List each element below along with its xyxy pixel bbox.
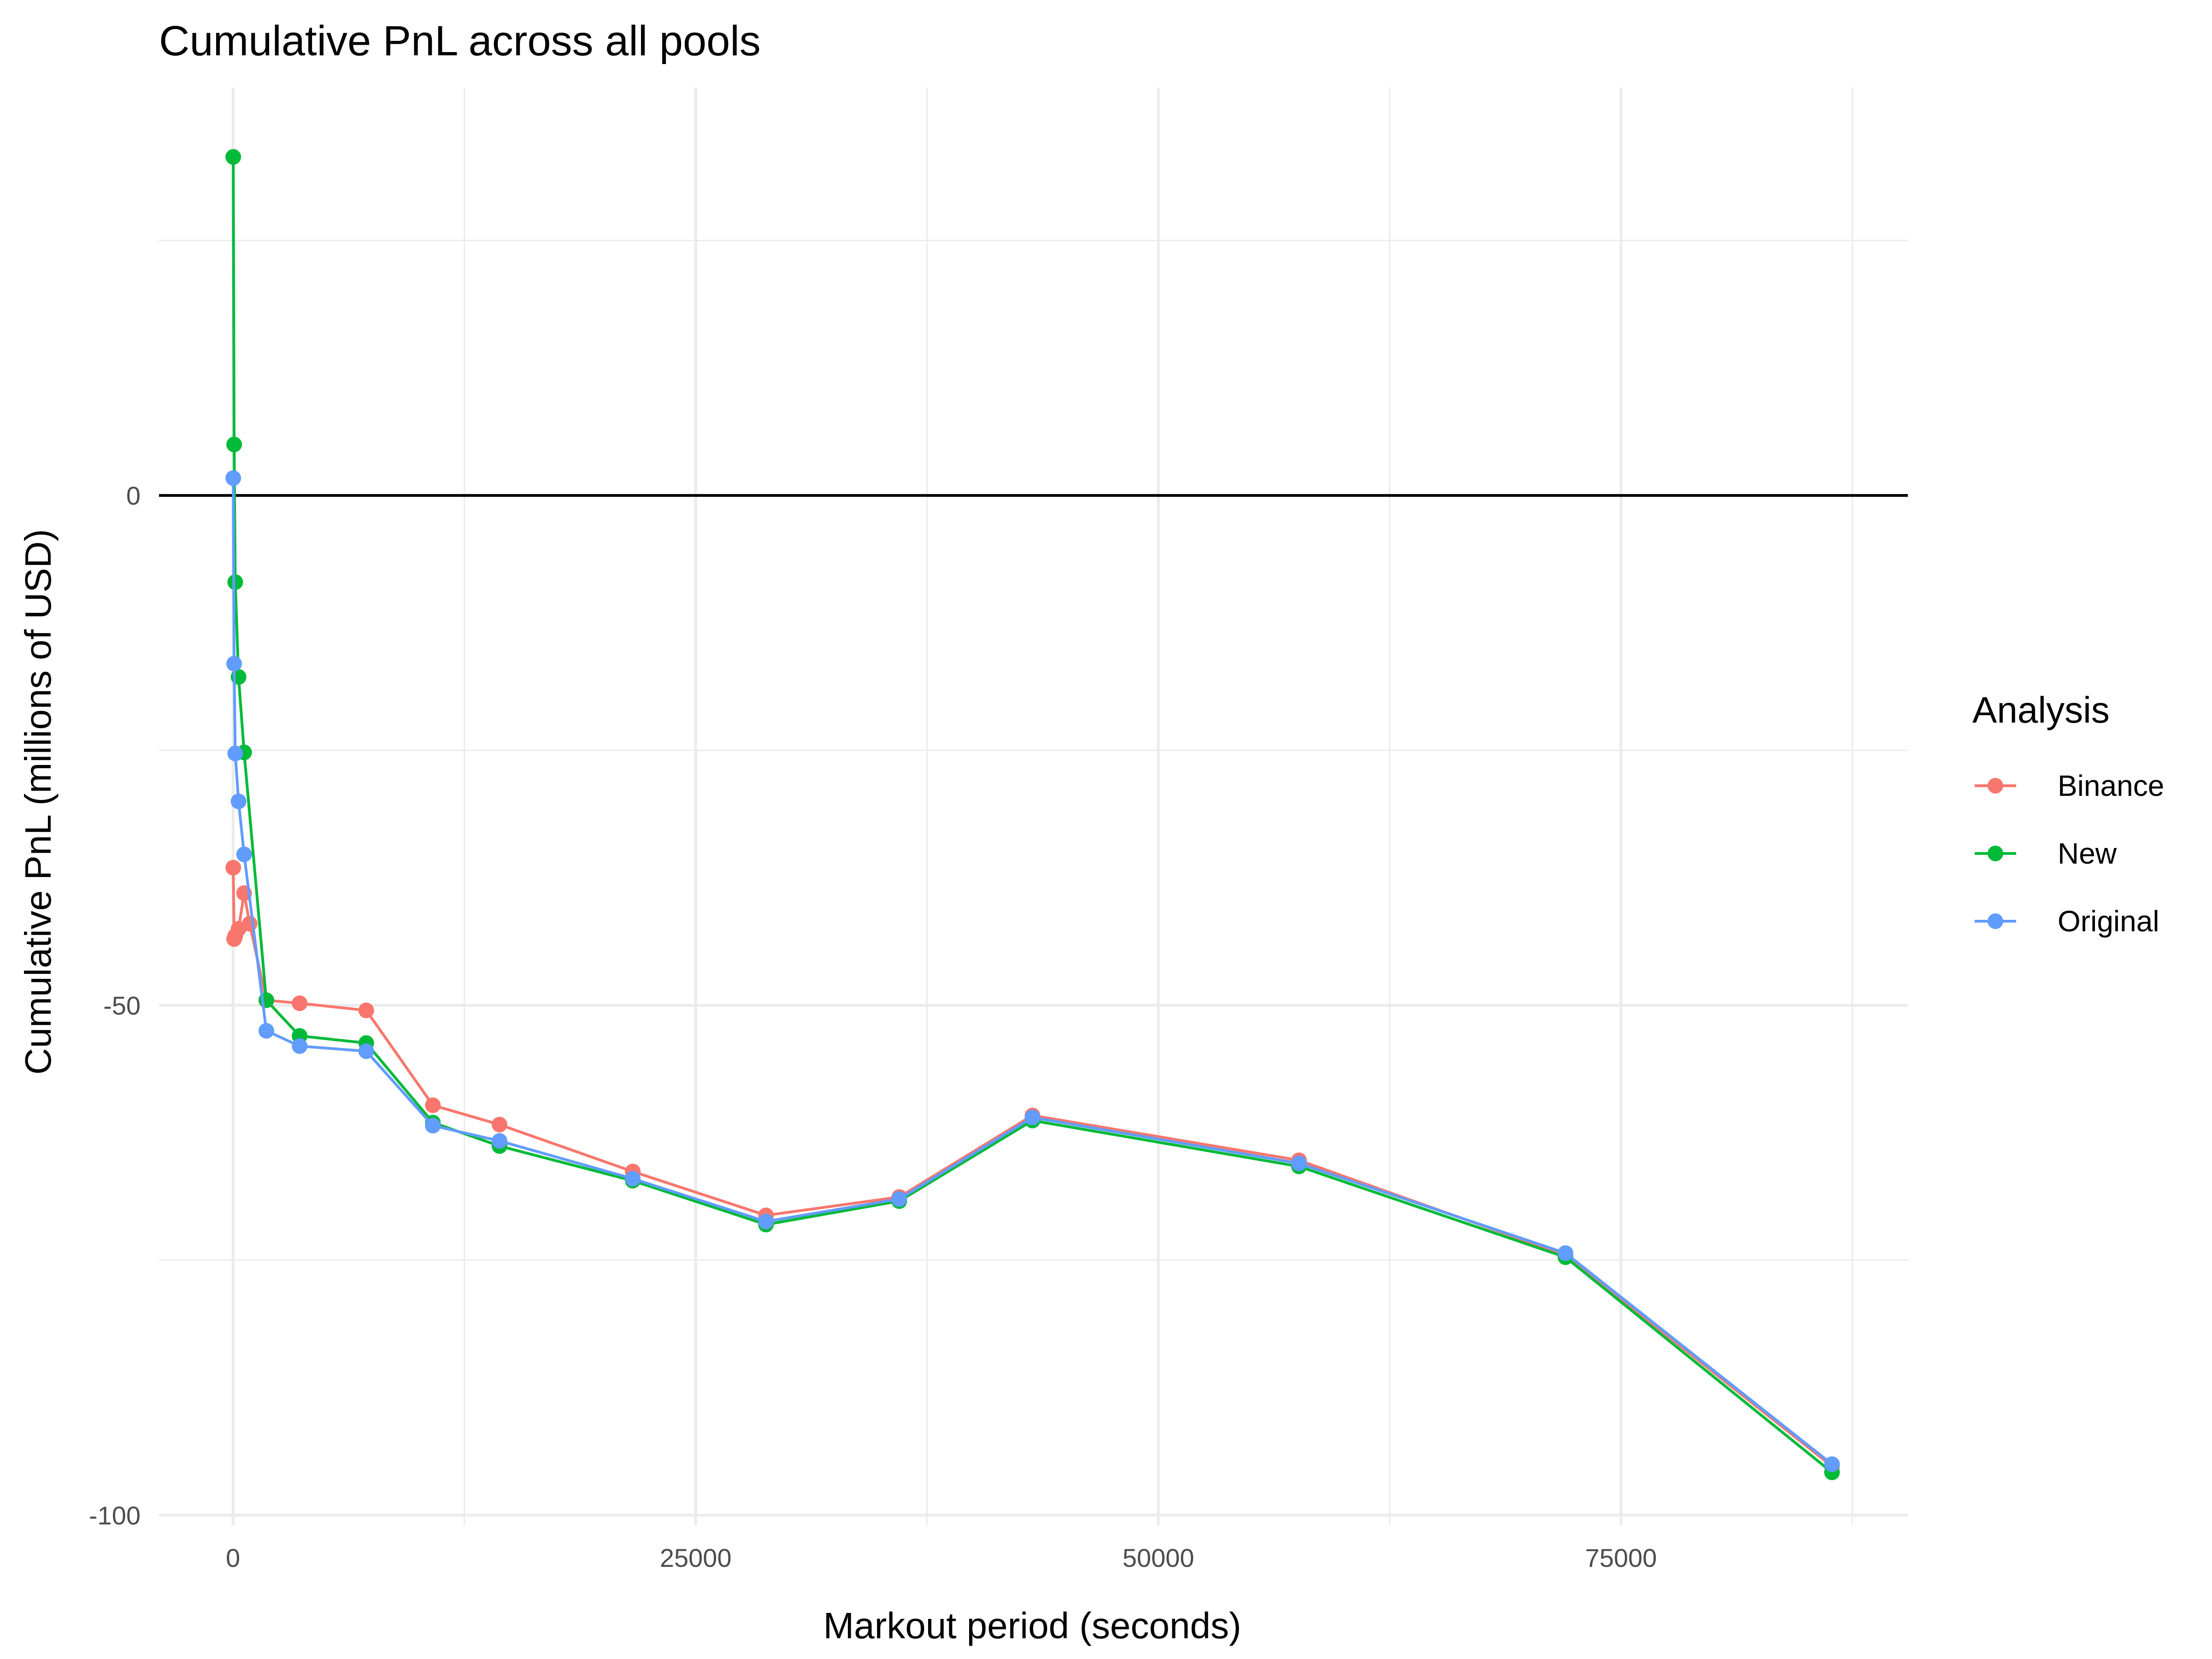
y-axis-ticks: 0 -50 -100	[89, 481, 141, 1530]
x-tick-label: 50000	[1123, 1543, 1194, 1572]
series-group	[225, 149, 1840, 1480]
y-tick-label: -50	[103, 991, 141, 1020]
legend-item-original: Original	[1975, 905, 2159, 938]
x-tick-label: 25000	[660, 1543, 732, 1572]
x-tick-label: 0	[226, 1543, 240, 1572]
data-point-original	[358, 1043, 374, 1059]
y-tick-label: -100	[89, 1501, 141, 1530]
data-point-original	[758, 1213, 774, 1230]
data-point-binance	[425, 1097, 441, 1113]
data-point-original	[1291, 1155, 1307, 1171]
x-axis-ticks: 0 25000 50000 75000	[226, 1543, 1657, 1572]
series-line-binance	[232, 867, 1833, 1468]
data-point-binance	[491, 1117, 507, 1133]
legend: Analysis Binance New Original	[1972, 689, 2164, 938]
data-point-binance	[241, 916, 258, 932]
series-binance	[225, 859, 1840, 1474]
data-point-original	[1824, 1456, 1840, 1472]
legend-items: Binance New Original	[1975, 769, 2164, 938]
legend-item-binance: Binance	[1975, 769, 2164, 802]
x-axis-title: Markout period (seconds)	[823, 1605, 1241, 1646]
y-axis-title: Cumulative PnL (millions of USD)	[18, 529, 59, 1075]
legend-item-new: New	[1975, 837, 2117, 870]
data-point-original	[230, 793, 247, 809]
legend-title: Analysis	[1972, 689, 2110, 730]
data-point-original	[225, 470, 241, 486]
legend-label: Binance	[2058, 769, 2164, 802]
x-tick-label: 75000	[1585, 1543, 1657, 1572]
data-point-original	[292, 1038, 308, 1054]
data-point-original	[625, 1171, 641, 1187]
grid	[159, 88, 1908, 1525]
legend-key-point	[1988, 778, 2003, 794]
data-point-original	[491, 1133, 507, 1149]
data-point-new	[226, 436, 242, 453]
series-original	[225, 470, 1840, 1472]
data-point-original	[425, 1118, 441, 1134]
data-point-original	[891, 1191, 907, 1207]
data-point-binance	[358, 1002, 374, 1018]
data-point-new	[227, 574, 243, 590]
data-point-original	[1558, 1245, 1574, 1261]
data-point-original	[226, 656, 242, 672]
data-point-original	[1024, 1109, 1041, 1125]
data-point-original	[236, 847, 252, 862]
chart-title: Cumulative PnL across all pools	[159, 18, 761, 65]
legend-label: Original	[2058, 905, 2159, 938]
legend-key-point	[1988, 913, 2003, 929]
data-point-binance	[225, 859, 241, 876]
data-point-original	[258, 1023, 274, 1039]
data-point-new	[225, 149, 241, 165]
y-tick-label: 0	[126, 481, 141, 510]
legend-key-point	[1988, 846, 2003, 861]
legend-label: New	[2058, 837, 2117, 870]
data-point-binance	[292, 995, 308, 1012]
series-line-original	[232, 478, 1833, 1465]
data-point-original	[227, 745, 243, 761]
